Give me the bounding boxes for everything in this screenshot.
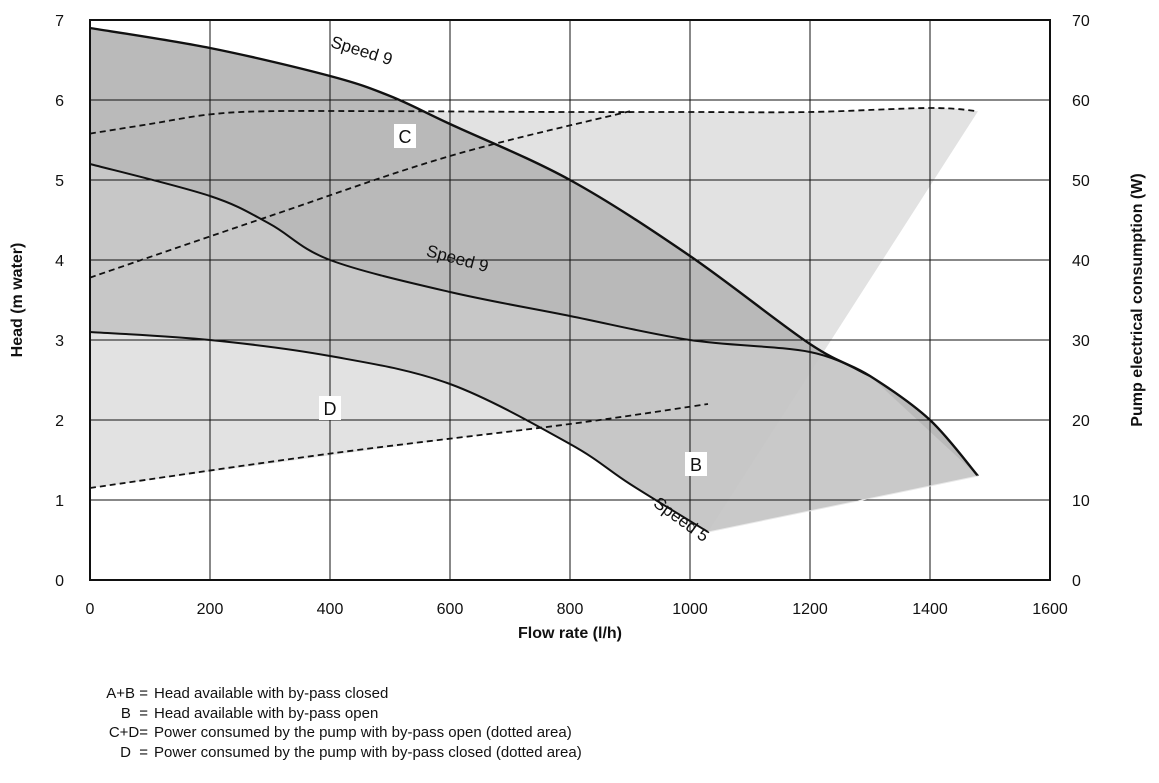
head-area-boundary xyxy=(707,475,979,533)
y2-tick-label: 10 xyxy=(1072,493,1090,510)
legend-row-cd: C+D= Power consumed by the pump with by-… xyxy=(88,723,582,743)
y2-tick-label: 40 xyxy=(1072,253,1090,270)
legend-text: Power consumed by the pump with by-pass … xyxy=(154,724,572,741)
y2-tick-label: 50 xyxy=(1072,173,1090,190)
head-curve-line xyxy=(89,26,979,477)
legend-key: D = xyxy=(120,743,148,761)
y-tick-label: 1 xyxy=(55,493,64,510)
y-tick-label: 3 xyxy=(55,333,64,350)
x-tick-label: 1600 xyxy=(1032,601,1068,618)
legend-key: C+D= xyxy=(108,724,148,741)
region-label: C xyxy=(399,127,412,147)
area-fills xyxy=(90,28,978,533)
x-axis-label: Flow rate (l/h) xyxy=(518,625,622,642)
power-curve-line xyxy=(89,107,979,135)
curve-lines xyxy=(89,26,979,533)
y2-axis-label: Pump electrical consumption (W) xyxy=(1129,173,1146,426)
x-tick-label: 1200 xyxy=(792,601,828,618)
region-label-box xyxy=(319,396,341,420)
power-curve-line xyxy=(89,403,709,489)
x-tick-label: 400 xyxy=(317,601,344,618)
x-tick-label: 1000 xyxy=(672,601,708,618)
x-tick-label: 800 xyxy=(557,601,584,618)
y-axis-label: Head (m water) xyxy=(9,243,26,358)
power-area-d xyxy=(90,332,708,532)
legend-text: Power consumed by the pump with by-pass … xyxy=(154,743,582,761)
y-tick-label: 2 xyxy=(55,413,64,430)
legend-text: Head available with by-pass closed xyxy=(154,685,389,702)
x-tick-label: 600 xyxy=(437,601,464,618)
y-tick-label: 7 xyxy=(55,13,64,30)
head-curve-line xyxy=(89,331,709,533)
pump-performance-chart: 0 200 400 600 800 1000 1200 1400 160001234567010… xyxy=(9,13,1146,642)
legend-row-ab: A+B = Head available with by-pass closed xyxy=(88,684,582,704)
x-tick-label: 1400 xyxy=(912,601,948,618)
region-label: D xyxy=(324,399,337,419)
legend-row-b: B = Head available with by-pass open xyxy=(88,704,582,724)
head-area-a xyxy=(90,28,978,476)
region-label-box xyxy=(685,452,707,476)
grid-lines xyxy=(90,20,1050,580)
y2-tick-label: 60 xyxy=(1072,93,1090,110)
y-tick-label: 4 xyxy=(55,253,64,270)
plot-frame xyxy=(89,19,1051,581)
y2-tick-label: 70 xyxy=(1072,13,1090,30)
y-tick-label: 6 xyxy=(55,93,64,110)
region-label: B xyxy=(690,455,702,475)
y2-tick-label: 30 xyxy=(1072,333,1090,350)
legend: A+B = Head available with by-pass closed… xyxy=(88,684,582,763)
x-tick-label: 0 xyxy=(86,601,95,618)
y-tick-label: 0 xyxy=(55,573,64,590)
legend-key: B = xyxy=(120,704,148,722)
head-curve-line xyxy=(89,163,871,377)
legend-row-d: D = Power consumed by the pump with by-p… xyxy=(88,743,582,763)
region-label-box xyxy=(394,124,416,148)
tick-labels: 0 200 400 600 800 1000 1200 1400 160001234567010… xyxy=(55,13,1090,618)
legend-key: A+B = xyxy=(106,685,148,702)
y2-tick-label: 0 xyxy=(1072,573,1081,590)
y-tick-label: 5 xyxy=(55,173,64,190)
power-curve-line xyxy=(89,110,631,279)
x-tick-label: 200 xyxy=(197,601,224,618)
legend-text: Head available with by-pass open xyxy=(154,704,379,722)
y2-tick-label: 20 xyxy=(1072,413,1090,430)
curve-label: Speed 9 xyxy=(329,32,395,69)
